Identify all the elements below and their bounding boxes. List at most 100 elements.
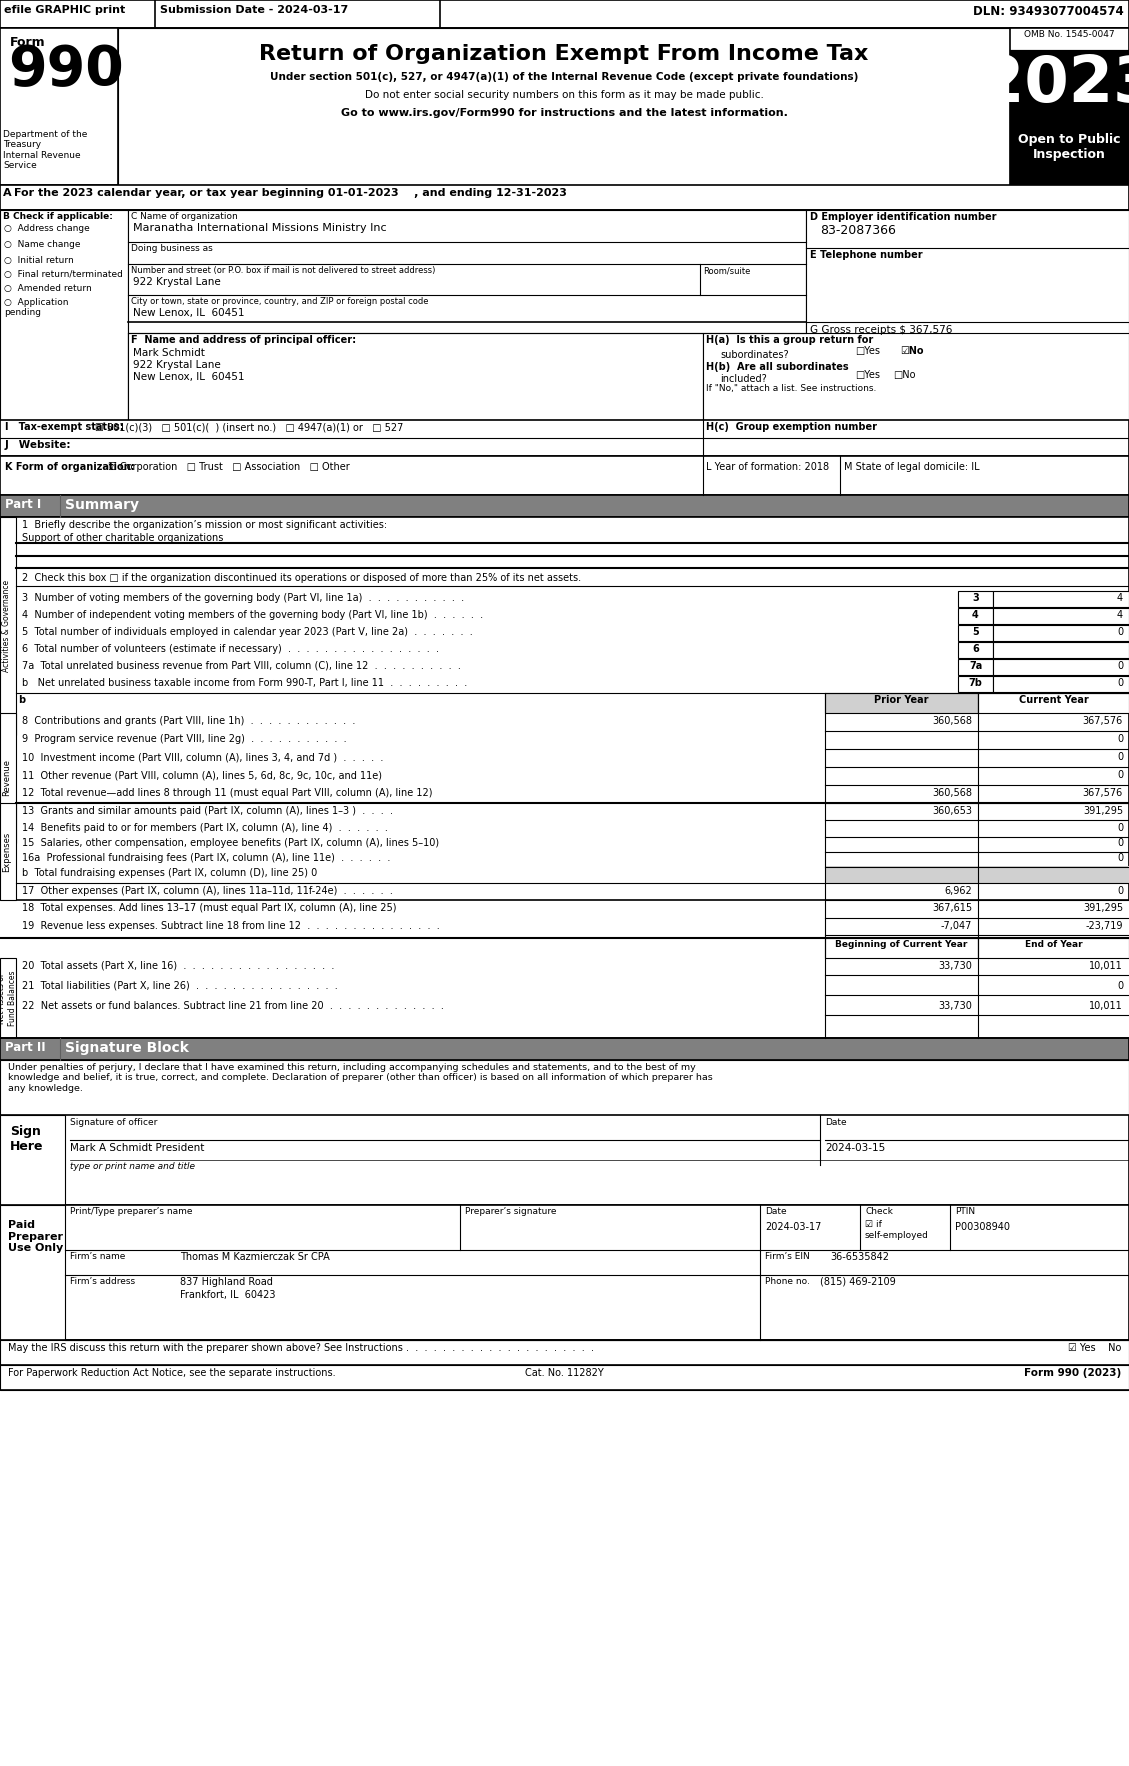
Text: Beginning of Current Year: Beginning of Current Year [835,940,968,948]
Text: 1  Briefly describe the organization’s mission or most significant activities:: 1 Briefly describe the organization’s mi… [21,519,387,530]
Text: Firm’s address: Firm’s address [70,1277,135,1286]
Bar [825,865,978,883]
Text: subordinates?: subordinates? [720,350,789,360]
Text: 0: 0 [1117,678,1123,689]
Text: Frankfort, IL  60423: Frankfort, IL 60423 [180,1289,275,1300]
Bar [959,608,994,623]
Text: 8  Contributions and grants (Part VIII, line 1h)  .  .  .  .  .  .  .  .  .  .  : 8 Contributions and grants (Part VIII, l… [21,715,356,726]
Text: Cat. No. 11282Y: Cat. No. 11282Y [525,1369,604,1377]
Text: □Yes: □Yes [855,371,879,380]
Text: May the IRS discuss this return with the preparer shown above? See Instructions : May the IRS discuss this return with the… [8,1342,594,1353]
Bar [1010,49,1129,122]
Text: E Telephone number: E Telephone number [809,251,922,260]
Text: ☑No: ☑No [900,346,924,357]
Bar [994,625,1129,641]
Text: Thomas M Kazmierczak Sr CPA: Thomas M Kazmierczak Sr CPA [180,1252,330,1263]
Text: Department of the
Treasury
Internal Revenue
Service: Department of the Treasury Internal Reve… [3,131,87,170]
Text: Activities & Governance: Activities & Governance [2,579,11,673]
Text: 6,962: 6,962 [944,887,972,895]
Text: 83-2087366: 83-2087366 [820,224,896,237]
Bar [994,608,1129,623]
Text: Print/Type preparer’s name: Print/Type preparer’s name [70,1206,193,1217]
Text: 2024-03-15: 2024-03-15 [825,1143,885,1153]
Bar [119,28,1010,185]
Bar [0,210,1129,420]
Text: Firm’s EIN: Firm’s EIN [765,1252,809,1261]
Text: Preparer’s signature: Preparer’s signature [465,1206,557,1217]
Text: Form 990 (2023): Form 990 (2023) [1024,1369,1121,1377]
Text: 3  Number of voting members of the governing body (Part VI, line 1a)  .  .  .  .: 3 Number of voting members of the govern… [21,593,464,602]
Bar [959,592,994,608]
Text: ○  Name change: ○ Name change [5,240,80,249]
Bar [0,28,1129,185]
Text: For the 2023 calendar year, or tax year beginning 01-01-2023    , and ending 12-: For the 2023 calendar year, or tax year … [14,187,567,198]
Text: 360,653: 360,653 [933,805,972,816]
Text: New Lenox, IL  60451: New Lenox, IL 60451 [133,307,245,318]
Text: self-employed: self-employed [865,1231,929,1240]
Text: Part II: Part II [5,1040,45,1054]
Text: 4: 4 [1117,609,1123,620]
Text: L Year of formation: 2018: L Year of formation: 2018 [706,463,829,472]
Bar [0,957,16,1038]
Bar [703,334,1129,420]
Text: 10,011: 10,011 [1089,961,1123,971]
Text: 6: 6 [972,645,979,653]
Text: 2  Check this box □ if the organization discontinued its operations or disposed : 2 Check this box □ if the organization d… [21,572,581,583]
Bar [128,210,806,420]
Text: Open to Public
Inspection: Open to Public Inspection [1017,132,1120,161]
Text: 12  Total revenue—add lines 8 through 11 (must equal Part VIII, column (A), line: 12 Total revenue—add lines 8 through 11 … [21,788,432,798]
Text: J   Website:: J Website: [5,440,71,450]
Bar [0,804,16,901]
Text: Net Assets or
Fund Balances: Net Assets or Fund Balances [0,970,17,1026]
Text: Signature Block: Signature Block [65,1040,189,1054]
Bar [978,865,1129,883]
Bar [959,625,994,641]
Text: D Employer identification number: D Employer identification number [809,212,997,223]
Bar [959,676,994,692]
Text: Support of other charitable organizations: Support of other charitable organization… [21,533,224,542]
Text: efile GRAPHIC print: efile GRAPHIC print [5,5,125,14]
Text: End of Year: End of Year [1025,940,1083,948]
Text: b   Net unrelated business taxable income from Form 990-T, Part I, line 11  .  .: b Net unrelated business taxable income … [21,678,467,689]
Text: Mark Schmidt: Mark Schmidt [133,348,204,358]
Text: Expenses: Expenses [2,832,11,872]
Text: Sign
Here: Sign Here [10,1125,44,1153]
Text: 0: 0 [1117,853,1123,864]
Bar [0,1114,1129,1204]
Text: 0: 0 [1117,980,1123,991]
Text: H(a)  Is this a group return for: H(a) Is this a group return for [706,336,873,344]
Bar [959,643,994,659]
Text: 10,011: 10,011 [1089,1001,1123,1010]
Text: 922 Krystal Lane: 922 Krystal Lane [133,360,221,371]
Text: 4: 4 [1117,593,1123,602]
Text: 5  Total number of individuals employed in calendar year 2023 (Part V, line 2a) : 5 Total number of individuals employed i… [21,627,473,638]
Bar [0,494,1129,517]
Bar [0,210,128,420]
Text: (815) 469-2109: (815) 469-2109 [820,1277,895,1287]
Text: 15  Salaries, other compensation, employee benefits (Part IX, column (A), lines : 15 Salaries, other compensation, employe… [21,839,439,848]
Bar [825,692,978,713]
Text: Signature of officer: Signature of officer [70,1118,157,1127]
Text: ○  Final return/terminated: ○ Final return/terminated [5,270,123,279]
Text: H(b)  Are all subordinates: H(b) Are all subordinates [706,362,849,373]
Text: City or town, state or province, country, and ZIP or foreign postal code: City or town, state or province, country… [131,297,429,306]
Text: PTIN: PTIN [955,1206,975,1217]
Text: 33,730: 33,730 [938,961,972,971]
Text: Doing business as: Doing business as [131,244,212,253]
Bar [128,334,703,420]
Text: P00308940: P00308940 [955,1222,1010,1233]
Bar [0,1365,1129,1390]
Bar [1010,122,1129,185]
Text: ○  Application
pending: ○ Application pending [5,298,69,318]
Text: □Yes: □Yes [855,346,879,357]
Text: A: A [3,187,11,198]
Text: Prior Year: Prior Year [874,696,929,705]
Bar [978,692,1129,713]
Text: 7b: 7b [969,678,982,689]
Bar [0,1038,1129,1060]
Bar [959,659,994,675]
Bar [0,1340,1129,1365]
Bar [994,659,1129,675]
Bar [0,185,1129,210]
Text: 0: 0 [1117,839,1123,848]
